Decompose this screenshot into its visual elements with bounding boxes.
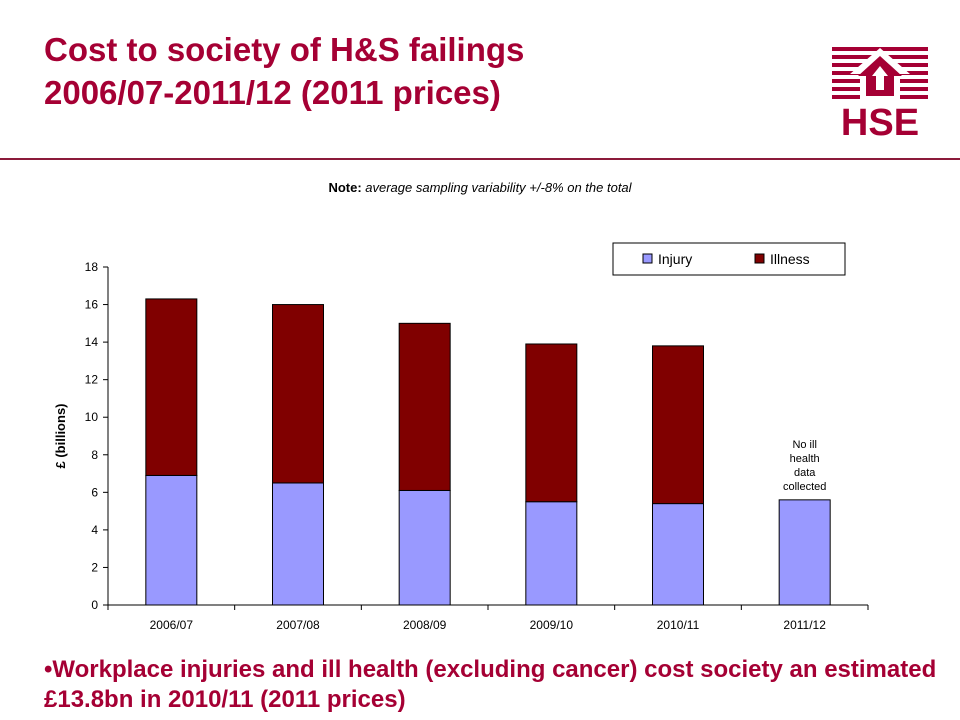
y-tick-label: 16 <box>85 298 99 312</box>
bar-injury <box>272 482 324 606</box>
y-tick-label: 14 <box>85 335 99 349</box>
bar-injury <box>652 503 704 606</box>
bar-injury <box>778 499 831 606</box>
legend-label-injury: Injury <box>658 251 692 267</box>
cost-chart: 0 2 4 6 8 10 12 14 16 18 £ (billions) 2006/07 2007/0… <box>53 242 869 632</box>
note-text: average sampling variability +/-8% on th… <box>361 180 632 195</box>
title-line-2: 2006/07-2011/12 (2011 prices) <box>44 74 501 111</box>
y-tick-label: 6 <box>91 485 98 499</box>
note-label: Note: <box>328 180 362 195</box>
chart-note: Note: average sampling variability +/-8%… <box>0 180 960 195</box>
bar-illness <box>652 345 704 505</box>
y-tick-label: 18 <box>85 260 99 274</box>
bar-illness <box>398 322 451 491</box>
x-tick-label: 2009/10 <box>530 618 574 632</box>
y-tick-label: 2 <box>91 560 98 574</box>
bar-illness <box>145 298 198 476</box>
legend-label-illness: Illness <box>770 251 810 267</box>
bar-illness <box>525 343 578 503</box>
slide-title: Cost to society of H&S failings 2006/07-… <box>44 28 784 114</box>
y-tick-label: 12 <box>85 373 99 387</box>
y-tick-label: 8 <box>91 448 98 462</box>
hse-logo: HSE <box>832 47 928 138</box>
x-tick-label: 2006/07 <box>150 618 194 632</box>
legend-swatch-injury <box>642 253 653 264</box>
logo-text: HSE <box>841 102 919 138</box>
bar-injury <box>525 501 578 606</box>
y-axis-label: £ (billions) <box>53 404 68 469</box>
x-tick-label: 2011/12 <box>783 618 826 632</box>
bar-injury <box>145 474 198 606</box>
title-line-1: Cost to society of H&S failings <box>44 31 525 68</box>
x-tick-label: 2010/11 <box>657 618 700 632</box>
y-tick-label: 10 <box>85 410 99 424</box>
legend-swatch-illness <box>754 253 765 264</box>
annotation-line: data <box>794 467 816 479</box>
bar-injury <box>398 489 451 606</box>
y-tick-label: 0 <box>91 598 98 612</box>
bar-illness <box>272 304 324 484</box>
header-divider <box>0 158 960 160</box>
x-tick-label: 2007/08 <box>276 618 320 632</box>
y-tick-label: 4 <box>91 523 98 537</box>
annotation-line: collected <box>783 481 826 493</box>
annotation-line: health <box>790 453 820 465</box>
x-tick-label: 2008/09 <box>403 618 447 632</box>
summary-bullet: •Workplace injuries and ill health (excl… <box>44 656 937 713</box>
annotation-line: No ill <box>792 439 816 451</box>
